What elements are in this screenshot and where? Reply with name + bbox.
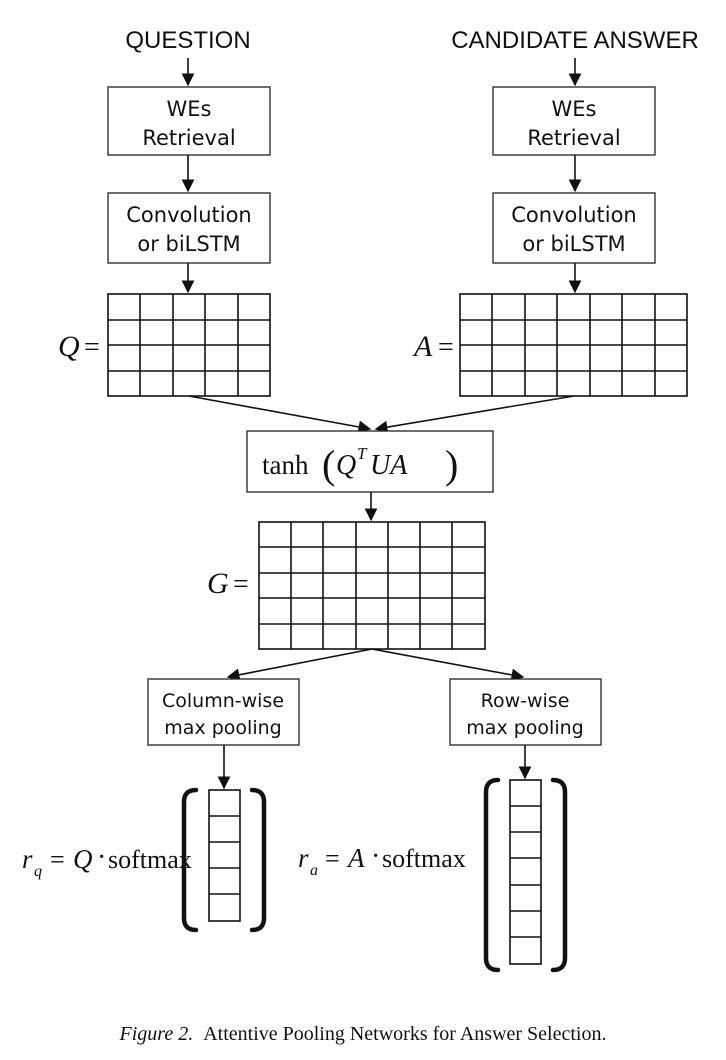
row-wise-pooling-box: Row-wise max pooling bbox=[449, 678, 602, 746]
rq-vector bbox=[208, 789, 241, 922]
wes-retrieval-line2: Retrieval bbox=[527, 126, 620, 150]
wes-retrieval-line1: WEs bbox=[552, 97, 597, 121]
ra-dot: · bbox=[371, 841, 380, 872]
ra-vector bbox=[509, 779, 542, 965]
column-pool-line1: Column-wise bbox=[162, 690, 284, 712]
question-label: QUESTION bbox=[125, 27, 250, 54]
tanh-close-paren: ) bbox=[445, 442, 458, 487]
a-matrix-grid bbox=[459, 293, 688, 397]
rq-right-bracket bbox=[249, 787, 267, 933]
arrow-q-to-tanh bbox=[188, 395, 372, 434]
tanh-ua: UA bbox=[370, 450, 408, 481]
g-matrix-grid bbox=[258, 521, 486, 650]
a-matrix-label: A bbox=[412, 330, 433, 363]
rq-dot: · bbox=[97, 842, 106, 873]
a-equals: = bbox=[438, 332, 454, 363]
ra-left-bracket bbox=[483, 777, 501, 973]
ra-right-bracket bbox=[550, 777, 568, 973]
wes-retrieval-line2: Retrieval bbox=[142, 126, 235, 150]
row-pool-line1: Row-wise bbox=[481, 690, 570, 712]
ra-r: r bbox=[298, 843, 309, 873]
tanh-transpose: T bbox=[357, 444, 368, 463]
column-pool-line2: max pooling bbox=[164, 717, 281, 739]
convolution-line2: or biLSTM bbox=[137, 232, 240, 256]
q-matrix-label: Q bbox=[58, 330, 80, 363]
arrow-g-to-row-pool bbox=[371, 648, 525, 682]
tanh-box: tanh ( Q T UA ) bbox=[246, 430, 494, 493]
row-pool-line2: max pooling bbox=[466, 717, 583, 739]
ra-formula: r a = A · softmax bbox=[298, 841, 466, 879]
ra-equals: = bbox=[325, 844, 340, 873]
tanh-q: Q bbox=[336, 450, 356, 481]
convolution-line1: Convolution bbox=[511, 203, 636, 227]
g-equals: = bbox=[233, 569, 249, 600]
convolution-box-left: Convolution or biLSTM bbox=[107, 192, 271, 264]
figure-caption: Figure 2. Attentive Pooling Networks for… bbox=[119, 1023, 607, 1045]
svg-text:tanh: tanh bbox=[262, 450, 309, 480]
rq-left-bracket bbox=[181, 787, 199, 933]
rq-equals: = bbox=[50, 845, 65, 874]
convolution-line1: Convolution bbox=[126, 203, 251, 227]
wes-retrieval-box-right: WEs Retrieval bbox=[492, 86, 656, 156]
tanh-text: tanh bbox=[262, 450, 309, 480]
rq-softmax: softmax bbox=[108, 845, 192, 874]
rq-q: Q bbox=[73, 844, 93, 874]
arrow-g-to-column-pool bbox=[226, 648, 373, 682]
candidate-answer-label: CANDIDATE ANSWER bbox=[451, 27, 699, 54]
ra-subscript: a bbox=[310, 862, 318, 879]
rq-r: r bbox=[22, 844, 33, 874]
wes-retrieval-line1: WEs bbox=[167, 97, 212, 121]
tanh-open-paren: ( bbox=[322, 442, 335, 487]
ra-softmax: softmax bbox=[382, 844, 466, 873]
ra-a: A bbox=[346, 843, 365, 873]
g-matrix-label: G bbox=[207, 567, 229, 600]
wes-retrieval-box-left: WEs Retrieval bbox=[107, 86, 271, 156]
caption-label: Figure 2. bbox=[119, 1023, 194, 1045]
rq-formula: r q = Q · softmax bbox=[22, 842, 192, 880]
arrow-a-to-tanh bbox=[374, 395, 575, 434]
column-wise-pooling-box: Column-wise max pooling bbox=[147, 678, 300, 746]
q-equals: = bbox=[84, 332, 100, 363]
caption-text: Attentive Pooling Networks for Answer Se… bbox=[203, 1023, 606, 1045]
convolution-box-right: Convolution or biLSTM bbox=[492, 192, 656, 264]
convolution-line2: or biLSTM bbox=[522, 232, 625, 256]
rq-subscript: q bbox=[34, 863, 42, 880]
q-matrix-grid bbox=[107, 293, 271, 397]
